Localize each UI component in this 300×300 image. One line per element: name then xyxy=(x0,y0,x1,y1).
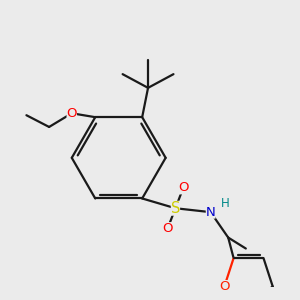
Text: O: O xyxy=(178,182,188,194)
Text: N: N xyxy=(206,206,215,219)
Text: O: O xyxy=(67,107,77,120)
Text: H: H xyxy=(221,197,230,210)
Text: O: O xyxy=(162,222,173,235)
Text: O: O xyxy=(219,280,230,293)
Text: S: S xyxy=(171,201,180,216)
